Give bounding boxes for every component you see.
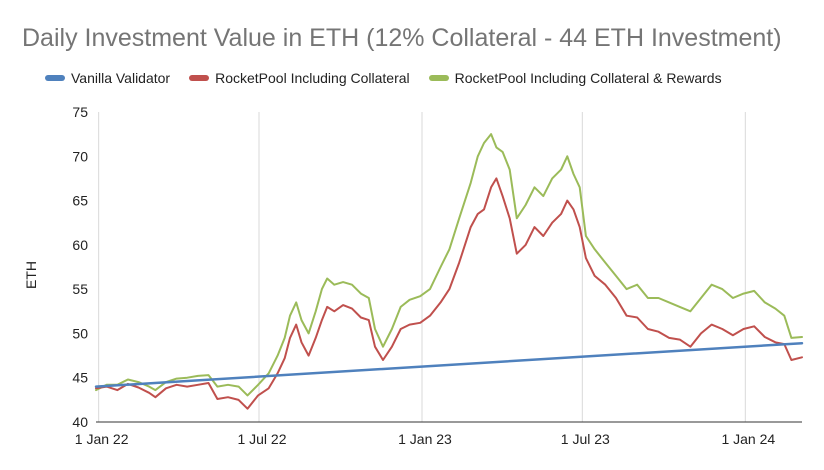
y-tick-label: 55 xyxy=(72,281,88,297)
legend-item-rocketpool-rewards: RocketPool Including Collateral & Reward… xyxy=(428,70,722,86)
y-axis-title: ETH xyxy=(23,261,39,289)
legend-label-vanilla: Vanilla Validator xyxy=(71,70,171,86)
series-line-rocketpool-collateral xyxy=(95,177,803,410)
x-tick-label: 1 Jul 23 xyxy=(561,431,610,447)
legend-item-vanilla: Vanilla Validator xyxy=(45,70,170,86)
chart-legend: Vanilla Validator RocketPool Including C… xyxy=(45,68,741,88)
legend-label-rocketpool-collateral: RocketPool Including Collateral xyxy=(215,70,410,86)
legend-label-rocketpool-rewards: RocketPool Including Collateral & Reward… xyxy=(454,70,722,86)
x-tick-label: 1 Jul 22 xyxy=(237,431,286,447)
y-tick-label: 45 xyxy=(72,370,88,386)
x-tick-label: 1 Jan 24 xyxy=(721,431,775,447)
y-tick-label: 60 xyxy=(72,237,88,253)
y-tick-label: 75 xyxy=(72,104,88,120)
y-tick-label: 70 xyxy=(72,148,88,164)
legend-swatch-rocketpool-collateral xyxy=(189,75,210,81)
series-layer xyxy=(94,133,804,410)
legend-item-rocketpool-collateral: RocketPool Including Collateral xyxy=(189,70,410,86)
x-tick-labels: 1 Jan 22 1 Jul 22 1 Jan 23 1 Jul 23 1 Jan 24 xyxy=(75,431,776,447)
legend-swatch-rocketpool-rewards xyxy=(428,75,449,81)
chart-title: Daily Investment Value in ETH (12% Colla… xyxy=(22,24,782,52)
x-tick-label: 1 Jan 22 xyxy=(75,431,129,447)
gridlines xyxy=(98,112,746,422)
y-tick-label: 65 xyxy=(72,193,88,209)
y-tick-label: 50 xyxy=(72,325,88,341)
series-line-rocketpool-rewards xyxy=(95,133,803,397)
legend-swatch-vanilla xyxy=(45,75,65,81)
y-tick-label: 40 xyxy=(72,414,88,430)
x-tick-label: 1 Jan 23 xyxy=(398,431,452,447)
y-tick-labels: 40 45 50 55 60 65 70 75 xyxy=(72,104,88,430)
series-line-vanilla-validator xyxy=(94,341,804,388)
